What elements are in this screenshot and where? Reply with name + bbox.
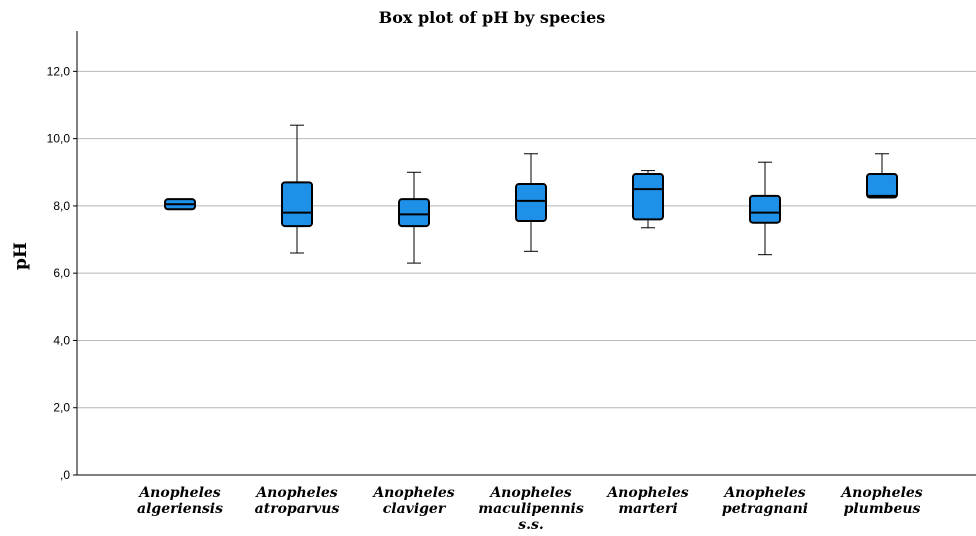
box-petragnani [749, 161, 781, 256]
iqr-box [515, 183, 547, 223]
x-tick-label: Anopheles maculipennis s.s. [478, 485, 584, 533]
chart-title: Box plot of pH by species [379, 8, 606, 27]
box-maculipennis [515, 153, 547, 252]
y-axis-ticks: ,0 2,0 4,0 6,0 8,0 10,0 12,0 [47, 64, 77, 482]
y-tick-label: 2,0 [53, 401, 70, 415]
x-tick-label: Anopheles plumbeus [839, 485, 922, 517]
y-axis-label: pH [11, 242, 31, 270]
iqr-box [281, 181, 313, 228]
y-tick-label: 4,0 [53, 333, 70, 347]
box-claviger [398, 171, 430, 264]
gridlines [77, 70, 976, 409]
x-tick-label: Anopheles atroparvus [254, 485, 339, 517]
y-tick-label: ,0 [60, 468, 70, 482]
x-tick-label: Anopheles petragnani [722, 485, 808, 517]
x-tick-label: Anopheles claviger [371, 485, 454, 517]
box-series [164, 124, 898, 264]
y-tick-label: 6,0 [53, 266, 70, 280]
box-algeriensis [164, 198, 196, 211]
x-axis-ticks: Anopheles algeriensis Anopheles atroparvus A… [137, 485, 923, 533]
axes [76, 31, 976, 476]
y-tick-label: 12,0 [47, 64, 71, 78]
box-marteri [632, 170, 664, 229]
y-tick-label: 8,0 [53, 199, 70, 213]
y-tick-label: 10,0 [47, 132, 71, 146]
iqr-box [398, 198, 430, 228]
box-atroparvus [281, 124, 313, 254]
iqr-box [749, 194, 781, 224]
iqr-box [632, 172, 664, 221]
x-tick-label: Anopheles marteri [605, 485, 688, 517]
iqr-box [866, 172, 898, 199]
x-tick-label: Anopheles algeriensis [137, 485, 223, 517]
box-plumbeus [866, 153, 898, 199]
